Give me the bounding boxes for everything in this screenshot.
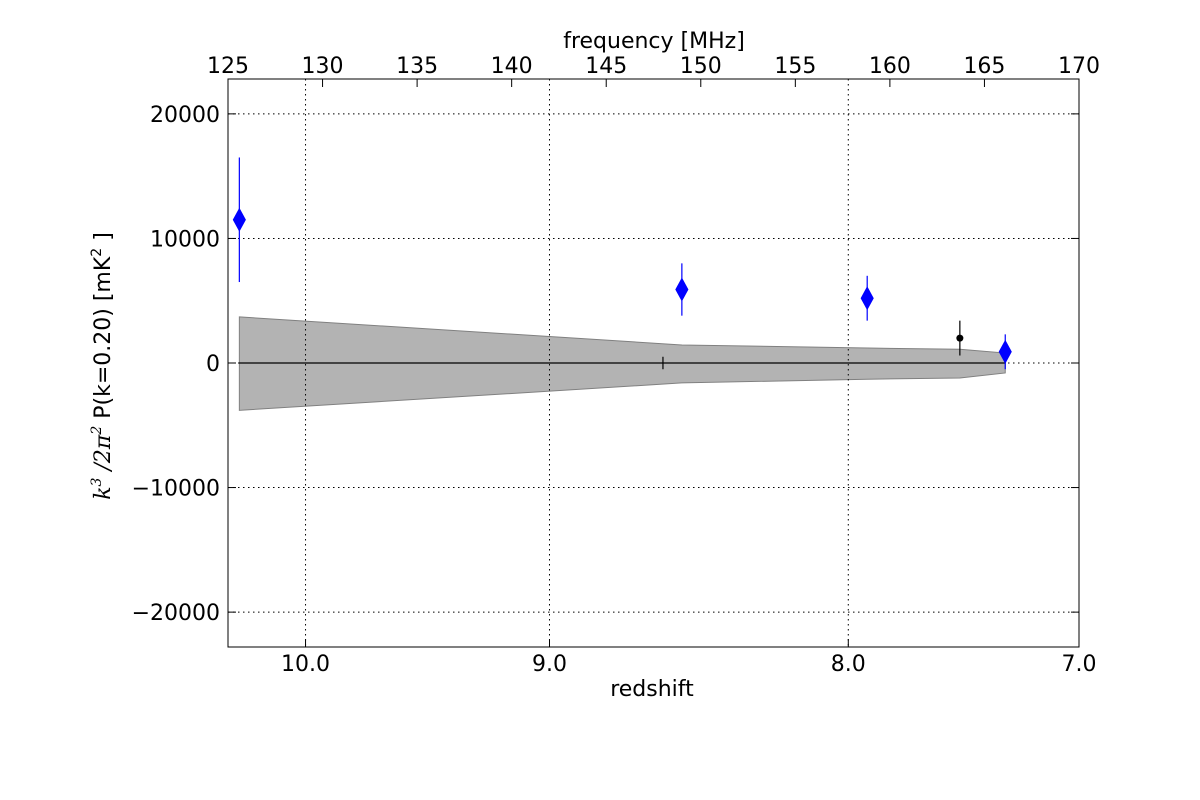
y-axis-title-part: /2π <box>91 434 116 477</box>
y-tick-label: 10000 <box>150 227 220 252</box>
y-tick-label: −20000 <box>132 601 220 626</box>
y-tick-label: −10000 <box>132 477 220 502</box>
data-point-diamond <box>675 277 689 302</box>
noise-band <box>238 316 1006 411</box>
frequency-tick-label: 165 <box>963 54 1005 79</box>
frequency-tick-label: 150 <box>680 54 722 79</box>
redshift-tick-label: 7.0 <box>1062 652 1097 677</box>
frequency-tick-label: 155 <box>774 54 816 79</box>
frequency-tick-label: 160 <box>869 54 911 79</box>
redshift-tick-label: 10.0 <box>281 652 330 677</box>
data-point-diamond <box>860 286 874 311</box>
y-tick-label: 0 <box>206 352 220 377</box>
data-point-dot <box>956 334 964 342</box>
y-axis-title: k3 /2π2 P(k=0.20) [mK2 ] <box>89 232 116 500</box>
frequency-tick-label: 170 <box>1058 54 1100 79</box>
y-axis-title-part: 3 <box>89 477 105 486</box>
frequency-tick-label: 130 <box>302 54 344 79</box>
data-point-diamond <box>232 207 246 232</box>
frequency-tick-label: 135 <box>396 54 438 79</box>
data-point-diamond <box>998 339 1012 364</box>
noise-band-layer <box>238 316 1006 411</box>
frequency-tick-label: 125 <box>207 54 249 79</box>
redshift-tick-label: 9.0 <box>532 652 567 677</box>
redshift-tick-label: 8.0 <box>831 652 866 677</box>
y-axis-title-part: 2 <box>89 426 105 436</box>
frequency-axis-title: frequency [MHz] <box>563 29 745 54</box>
y-tick-label: 20000 <box>150 103 220 128</box>
tick-layer: −20000 −10000 0 10000 20000 10.0 9.0 8.0 7.0 125 1… <box>132 54 1100 677</box>
y-axis-title-part: k <box>91 486 116 499</box>
y-axis-title-part: 2 <box>89 248 105 257</box>
data-layer <box>232 157 1012 370</box>
redshift-axis-title: redshift <box>610 677 694 702</box>
y-axis-title-part: ] <box>91 232 116 248</box>
y-axis-title-part: P(k=0.20) [mK <box>91 256 116 426</box>
frequency-tick-label: 140 <box>491 54 533 79</box>
frequency-tick-label: 145 <box>585 54 627 79</box>
